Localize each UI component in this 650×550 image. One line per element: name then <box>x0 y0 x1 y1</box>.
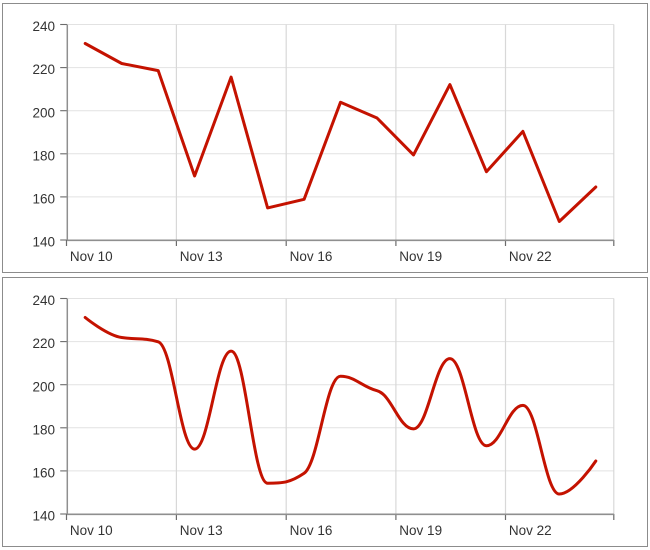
svg-text:Nov 10: Nov 10 <box>70 249 113 264</box>
svg-text:Nov 19: Nov 19 <box>399 249 442 264</box>
svg-text:Nov 16: Nov 16 <box>290 249 333 264</box>
svg-text:140: 140 <box>32 509 55 524</box>
svg-text:Nov 13: Nov 13 <box>180 249 223 264</box>
svg-text:Nov 22: Nov 22 <box>509 249 552 264</box>
svg-text:Nov 16: Nov 16 <box>290 523 333 538</box>
svg-text:220: 220 <box>32 336 55 351</box>
svg-text:140: 140 <box>32 235 55 250</box>
svg-text:160: 160 <box>32 192 55 207</box>
svg-text:Nov 13: Nov 13 <box>180 523 223 538</box>
svg-text:160: 160 <box>32 466 55 481</box>
svg-text:220: 220 <box>32 62 55 77</box>
svg-text:Nov 22: Nov 22 <box>509 523 552 538</box>
svg-text:200: 200 <box>32 105 55 120</box>
svg-text:180: 180 <box>32 148 55 163</box>
svg-text:240: 240 <box>32 293 55 308</box>
svg-text:240: 240 <box>32 19 55 34</box>
svg-text:180: 180 <box>32 422 55 437</box>
svg-text:Nov 10: Nov 10 <box>70 523 113 538</box>
svg-text:Nov 19: Nov 19 <box>399 523 442 538</box>
svg-text:200: 200 <box>32 379 55 394</box>
